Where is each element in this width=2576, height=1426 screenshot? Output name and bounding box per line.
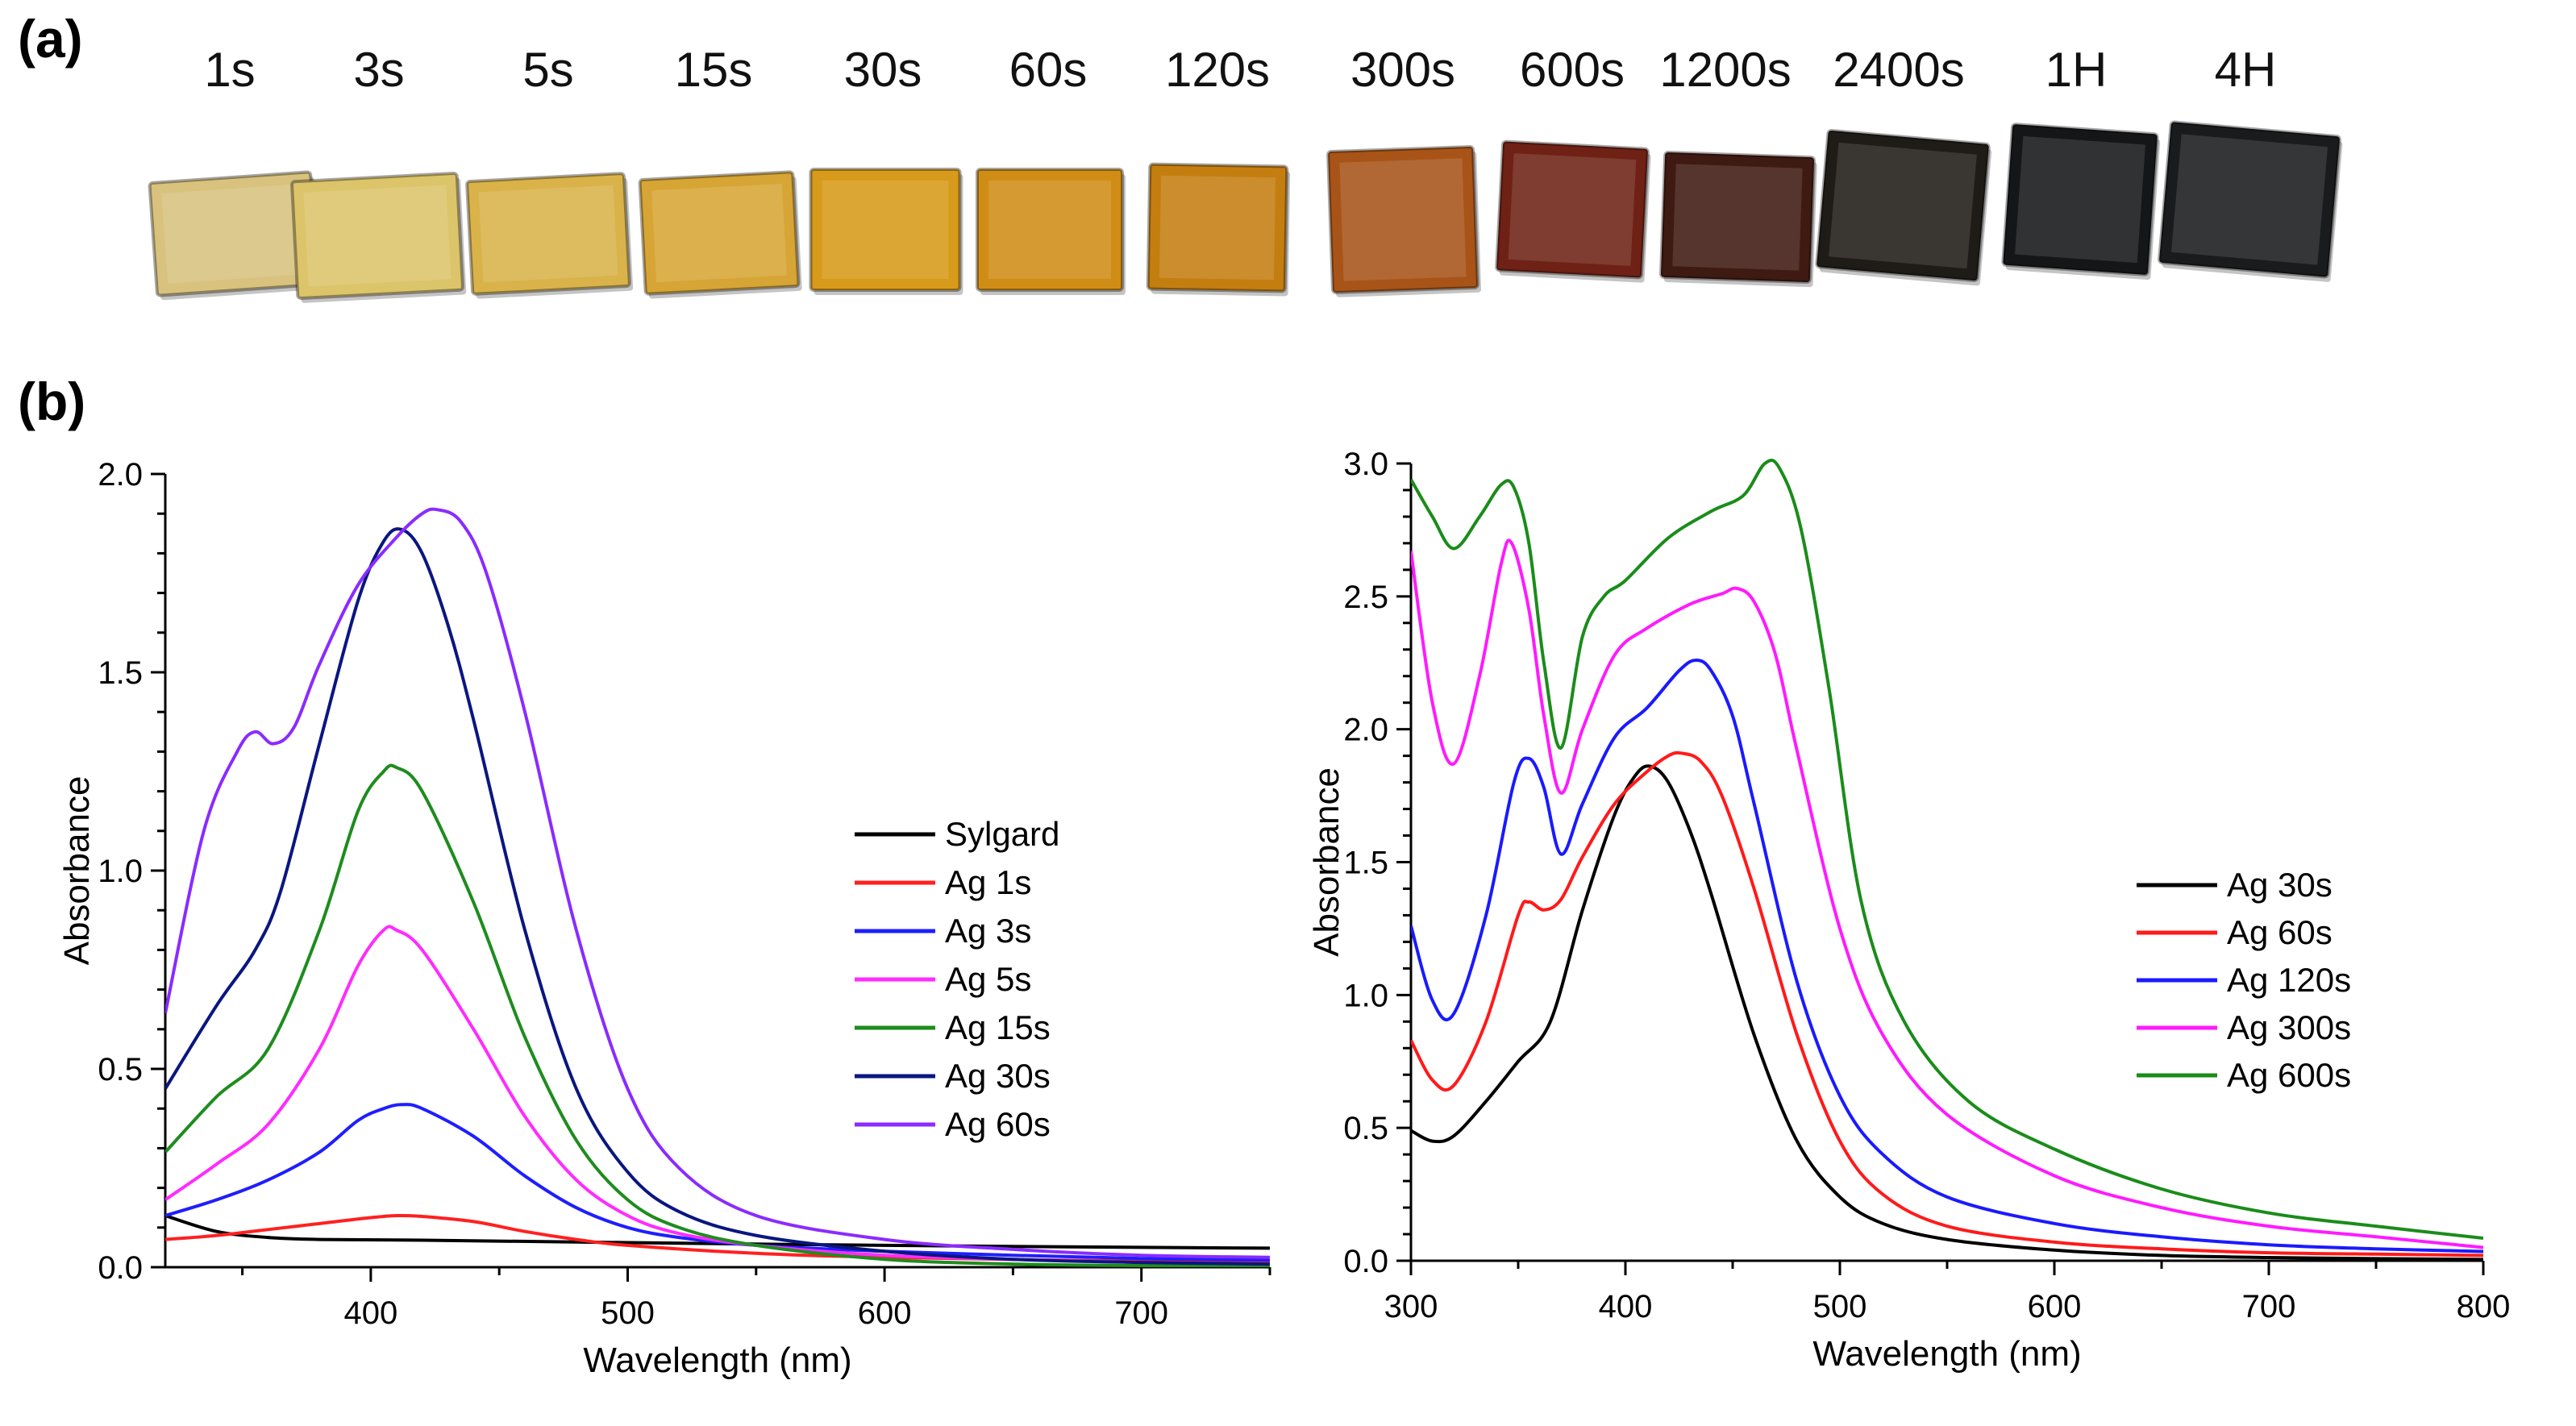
y-tick-label: 0.0: [98, 1250, 143, 1286]
series-line-ag-5s: [165, 925, 1270, 1266]
sample-tile: [1146, 162, 1291, 297]
sample-time-label: 60s: [1009, 43, 1088, 97]
y-tick-label: 1.0: [98, 854, 143, 889]
y-tick-label: 1.5: [98, 655, 143, 691]
sample-tile: [2001, 123, 2161, 281]
sample-time-label: 4H: [2214, 43, 2277, 97]
sample-photo-strip: [148, 120, 2343, 303]
series-line-sylgard: [165, 1214, 1270, 1250]
sample-time-label: 1200s: [1659, 43, 1792, 97]
sample-time-label: 1H: [2045, 43, 2108, 97]
sample-time-label: 600s: [1519, 43, 1625, 97]
series-line-ag-60s: [165, 507, 1270, 1259]
x-tick-label: 700: [2242, 1289, 2296, 1324]
y-tick-label: 0.5: [1343, 1111, 1388, 1146]
x-tick-label: 400: [1599, 1289, 1653, 1324]
series-line-ag-300s: [1411, 538, 2483, 1249]
sample-time-label: 120s: [1164, 43, 1271, 97]
sample-tile-face: [976, 168, 1124, 292]
sample-tile-face: [290, 171, 464, 301]
x-tick-label: 300: [1384, 1289, 1438, 1324]
sample-tile: [148, 170, 322, 301]
absorbance-chart-right: 300 400 500 600 700 800 0.0 0.5 1.0 1.5 2.0 2.5 3.0 W…: [1307, 447, 2511, 1374]
legend-label: Ag 30s: [945, 1057, 1051, 1095]
series-line-ag-60s: [1411, 750, 2483, 1258]
sample-tile: [2158, 120, 2343, 282]
legend-label: Ag 3s: [945, 912, 1031, 950]
series-line-ag-15s: [165, 763, 1270, 1267]
legend-label: Ag 60s: [2227, 913, 2333, 951]
legend-label: Sylgard: [945, 815, 1059, 853]
x-tick-label: 700: [1114, 1295, 1168, 1331]
series-line-ag-600s: [1411, 459, 2483, 1240]
legend-label: Ag 5s: [945, 960, 1031, 998]
panel-label-a: (a): [18, 9, 83, 69]
y-axis-label: Absorbance: [57, 776, 97, 966]
x-axis-label: Wavelength (nm): [1812, 1334, 2081, 1374]
absorbance-chart-left: 400 500 600 700 0.0 0.5 1.0 1.5 2.0 Wavelength (n…: [57, 457, 1271, 1380]
sample-time-label: 2400s: [1833, 43, 1965, 97]
y-tick-label: 2.5: [1343, 580, 1388, 615]
sample-tile-face: [2001, 123, 2159, 276]
sample-time-label: 5s: [522, 43, 574, 97]
series-line-ag-30s: [165, 527, 1270, 1266]
legend-label: Ag 15s: [945, 1008, 1051, 1046]
series-line-ag-30s: [1411, 764, 2483, 1261]
y-tick-label: 1.5: [1343, 846, 1388, 881]
x-tick-label: 600: [2028, 1289, 2082, 1324]
y-tick-label: 2.0: [98, 457, 143, 493]
sample-tile: [638, 170, 802, 299]
x-tick-label: 400: [344, 1295, 398, 1331]
sample-time-label: 30s: [843, 43, 922, 97]
sample-time-label: 300s: [1350, 43, 1456, 97]
sample-time-label: 15s: [674, 43, 753, 97]
sample-tile-face: [1815, 128, 1991, 283]
x-tick-label: 800: [2457, 1289, 2511, 1324]
x-tick-label: 500: [601, 1295, 655, 1331]
series-line-ag-3s: [165, 1103, 1270, 1262]
legend-label: Ag 600s: [2227, 1056, 2351, 1094]
sample-tile-face: [465, 172, 631, 296]
sample-tile-face: [809, 168, 962, 292]
legend-label: Ag 120s: [2227, 961, 2351, 999]
y-axis-label: Absorbance: [1307, 767, 1346, 957]
y-tick-label: 3.0: [1343, 447, 1388, 482]
sample-tile-face: [1495, 139, 1650, 280]
legend-label: Ag 300s: [2227, 1008, 2351, 1046]
legend-label: Ag 60s: [945, 1105, 1051, 1143]
legend-label: Ag 30s: [2227, 866, 2333, 904]
x-axis-label: Wavelength (nm): [583, 1341, 851, 1380]
sample-tile-face: [1658, 150, 1817, 285]
sample-time-label: 3s: [353, 43, 405, 97]
y-tick-label: 0.5: [98, 1052, 143, 1087]
sample-tile: [465, 172, 634, 299]
sample-tile-face: [1326, 145, 1479, 294]
sample-tile-face: [1146, 162, 1289, 293]
sample-tile: [1658, 150, 1817, 288]
y-tick-label: 0.0: [1343, 1244, 1388, 1279]
sample-time-label: 1s: [204, 43, 256, 97]
sample-tile: [976, 168, 1126, 295]
sample-tile: [1326, 145, 1482, 297]
x-tick-label: 600: [858, 1295, 912, 1331]
y-tick-label: 1.0: [1343, 978, 1388, 1013]
legend-label: Ag 1s: [945, 863, 1031, 901]
sample-tile: [809, 168, 963, 295]
series-line-ag-120s: [1411, 659, 2483, 1253]
panel-label-b: (b): [18, 372, 86, 431]
sample-tile: [290, 171, 467, 303]
sample-tile: [1815, 128, 1992, 286]
x-tick-label: 500: [1813, 1289, 1867, 1324]
sample-tile: [1495, 139, 1651, 283]
y-tick-label: 2.0: [1343, 713, 1388, 748]
sample-tile-face: [638, 170, 801, 296]
sample-tile-face: [2158, 120, 2341, 279]
